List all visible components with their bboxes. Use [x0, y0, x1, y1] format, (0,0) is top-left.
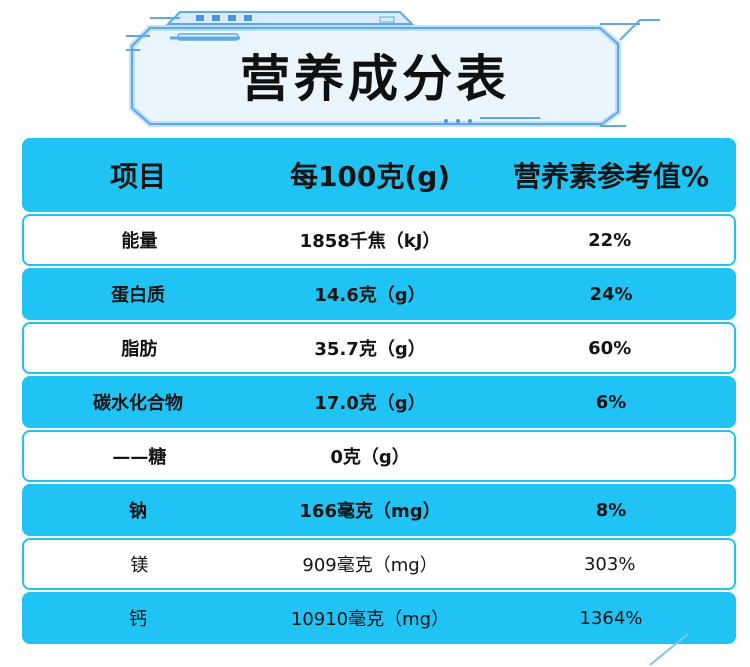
row-per100: 14.6克（g） [314, 285, 426, 306]
table-row: 脂肪 35.7克（g） 60% [22, 322, 736, 374]
row-per100: 17.0克（g） [314, 393, 426, 414]
table-header-row: 项目 每100克(g) 营养素参考值% [22, 138, 736, 212]
header-nrv: 营养素参考值% [512, 160, 710, 193]
decorative-line [649, 633, 689, 666]
row-per100: 0克（g） [330, 447, 410, 468]
row-item: 脂肪 [121, 339, 158, 360]
table-row: ——糖 0克（g） [22, 430, 736, 482]
table-row: 碳水化合物 17.0克（g） 6% [22, 376, 736, 428]
table-row: 钠 166毫克（mg） 8% [22, 484, 736, 536]
row-per100: 1858千焦（kJ） [299, 231, 441, 252]
row-nrv: 24% [589, 283, 633, 305]
row-per100: 909毫克（mg） [302, 555, 438, 576]
header-item: 项目 [109, 160, 166, 193]
page-title: 营养成分表 [240, 50, 510, 108]
row-item: ——糖 [112, 447, 167, 468]
table-row: 镁 909毫克（mg） 303% [22, 538, 736, 590]
row-per100: 10910毫克（mg） [290, 609, 450, 630]
table-row: 蛋白质 14.6克（g） 24% [22, 268, 736, 320]
header-per100: 每100克(g) [289, 160, 451, 193]
row-nrv: 8% [595, 499, 627, 521]
banner-frame-graphic [126, 11, 660, 127]
row-item: 镁 [130, 555, 149, 576]
row-nrv: 6% [595, 391, 627, 413]
title-banner: 营养成分表 [0, 0, 750, 140]
row-nrv: 1364% [579, 607, 643, 629]
row-item: 碳水化合物 [93, 393, 183, 414]
row-per100: 166毫克（mg） [299, 501, 441, 522]
table-row: 钙 10910毫克（mg） 1364% [22, 592, 736, 644]
row-item: 钙 [129, 609, 147, 630]
row-nrv: 60% [588, 337, 632, 359]
row-nrv: 303% [583, 553, 636, 575]
row-nrv: 22% [588, 229, 632, 251]
row-per100: 35.7克（g） [314, 339, 426, 360]
row-item: 蛋白质 [111, 285, 165, 306]
table-row: 能量 1858千焦（kJ） 22% [22, 214, 736, 266]
row-item: 钠 [129, 501, 147, 522]
row-item: 能量 [121, 231, 158, 252]
